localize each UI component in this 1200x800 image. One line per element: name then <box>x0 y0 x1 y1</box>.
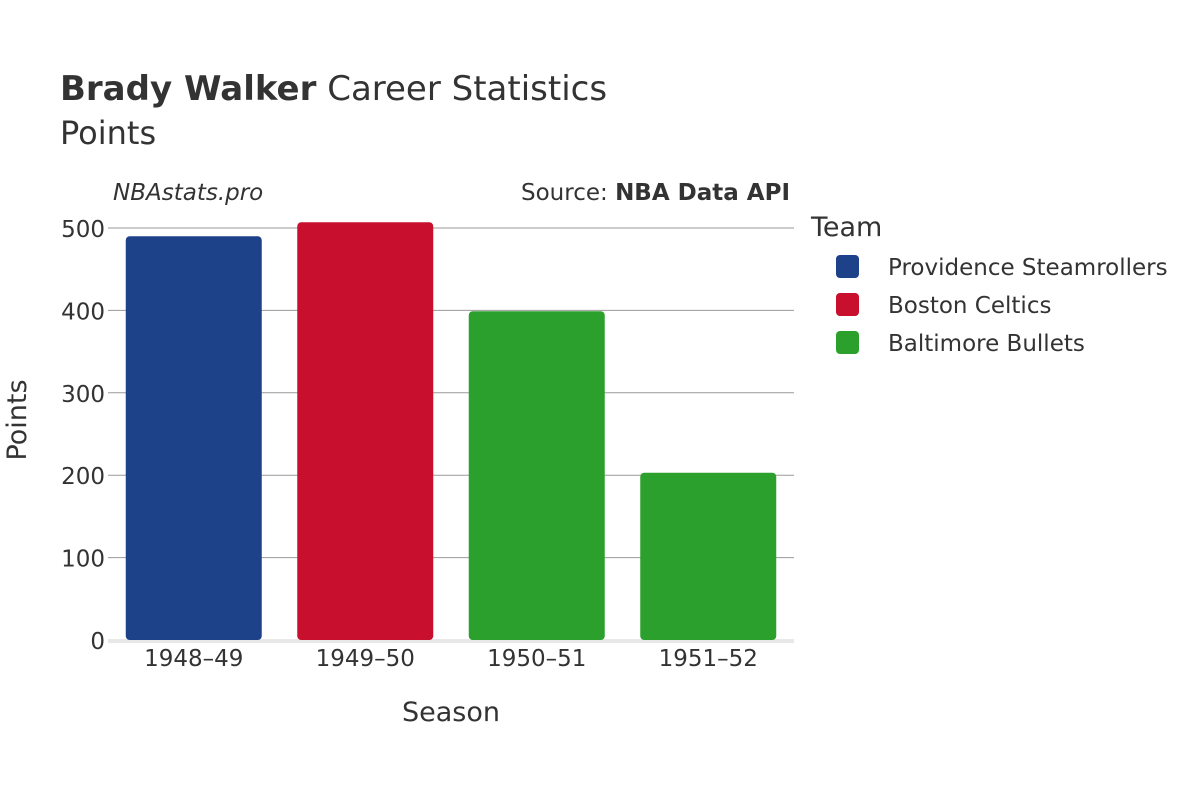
legend: Providence Steamrollers Boston Celtics Bal… <box>836 255 1168 357</box>
x-tick-label: 1951–52 <box>659 646 758 672</box>
legend-label[interactable]: Providence Steamrollers <box>888 255 1168 281</box>
legend-label[interactable]: Boston Celtics <box>888 293 1051 319</box>
x-tick-labels: 1948–49 1949–50 1950–51 1951–52 <box>144 646 758 672</box>
chart-subtitle: Points <box>60 114 156 152</box>
legend-title: Team <box>810 212 882 243</box>
title-suffix: Career Statistics <box>327 69 607 109</box>
legend-swatch[interactable] <box>836 255 859 278</box>
y-tick-label: 0 <box>90 629 105 655</box>
y-tick-label: 100 <box>61 547 105 573</box>
bar[interactable] <box>297 222 434 640</box>
y-tick-labels: 0 100 200 300 400 500 <box>61 217 105 655</box>
legend-swatch[interactable] <box>836 331 859 354</box>
player-name: Brady Walker <box>60 69 317 109</box>
watermark: NBAstats.pro <box>113 180 263 206</box>
source-line: Source: NBA Data API <box>521 180 790 206</box>
legend-label[interactable]: Baltimore Bullets <box>888 331 1085 357</box>
y-tick-label: 200 <box>61 464 105 490</box>
x-tick-label: 1948–49 <box>144 646 243 672</box>
bar[interactable] <box>125 236 262 641</box>
source-label: Source: <box>521 180 615 206</box>
chart-title: Brady Walker Career Statistics <box>60 69 607 109</box>
y-axis-title: Points <box>2 379 33 460</box>
bar[interactable] <box>468 311 605 640</box>
y-tick-label: 400 <box>61 299 105 325</box>
x-axis-title: Season <box>402 697 500 728</box>
legend-swatch[interactable] <box>836 293 859 316</box>
y-tick-label: 500 <box>61 217 105 243</box>
bar[interactable] <box>640 472 777 640</box>
y-tick-label: 300 <box>61 382 105 408</box>
x-tick-label: 1949–50 <box>316 646 415 672</box>
x-tick-label: 1950–51 <box>487 646 586 672</box>
source-name: NBA Data API <box>615 180 790 206</box>
bars <box>125 222 777 641</box>
